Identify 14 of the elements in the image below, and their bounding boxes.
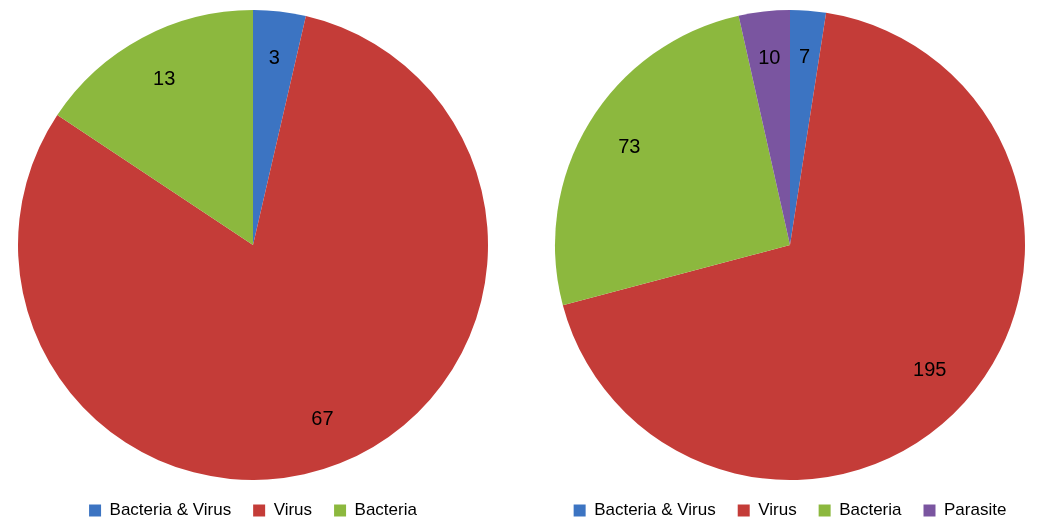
data-label: 3 bbox=[268, 45, 280, 68]
legend-label: Virus bbox=[758, 500, 797, 520]
legend-label: Parasite bbox=[944, 500, 1007, 520]
data-label: 10 bbox=[758, 45, 781, 68]
data-label: 195 bbox=[913, 358, 947, 381]
data-label: 67 bbox=[311, 407, 334, 430]
legend-label: Bacteria & Virus bbox=[594, 500, 716, 520]
legend-label: Bacteria bbox=[839, 500, 903, 520]
legend-label: Bacteria bbox=[354, 500, 418, 520]
data-label: 7 bbox=[798, 45, 811, 68]
legend-label: Bacteria & Virus bbox=[109, 500, 232, 520]
data-label: 13 bbox=[153, 66, 176, 89]
legend-label: Virus bbox=[273, 500, 313, 520]
data-label: 73 bbox=[618, 134, 641, 157]
